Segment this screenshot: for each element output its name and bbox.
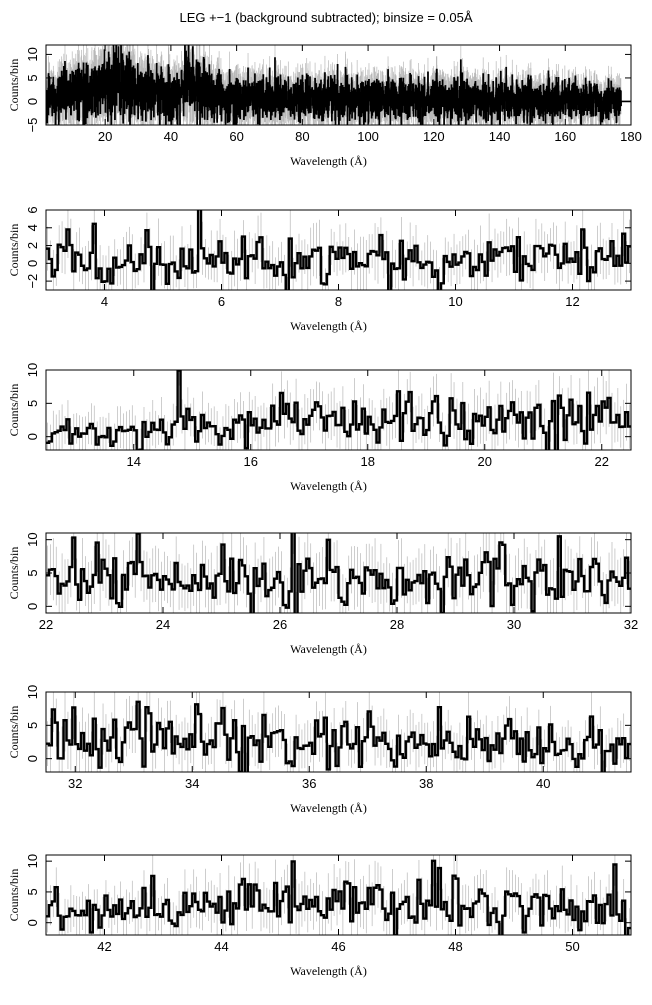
y-tick-label: 0 (25, 919, 40, 926)
x-tick-label: 42 (97, 939, 111, 954)
x-tick-label: 24 (156, 617, 170, 632)
x-axis-title: Wavelength (Å) (290, 154, 367, 168)
y-tick-label: 0 (25, 603, 40, 610)
y-tick-label: 6 (25, 206, 40, 213)
x-tick-label: 180 (620, 129, 642, 144)
x-tick-label: 140 (489, 129, 511, 144)
y-tick-label: 5 (25, 400, 40, 407)
chart-panel-2: 4 6 8 10 12 −2 0 2 4 6 Wavelength (Å) Counts/bin (7, 206, 632, 333)
plot-frame (45, 369, 632, 451)
x-tick-label: 40 (164, 129, 178, 144)
x-tick-label: 22 (39, 617, 53, 632)
spectrum-line (46, 45, 631, 125)
y-axis-title: Counts/bin (7, 224, 21, 277)
y-tick-label: 0 (25, 260, 40, 267)
y-tick-label: 10 (25, 532, 40, 546)
x-tick-label: 10 (448, 294, 462, 309)
x-tick-label: 160 (554, 129, 576, 144)
x-tick-label: 120 (423, 129, 445, 144)
x-tick-label: 8 (335, 294, 342, 309)
chart-panel-4: 22 24 26 28 30 32 0 5 10 Wavelength (Å) Counts/bin (7, 532, 638, 656)
x-tick-label: 28 (390, 617, 404, 632)
y-tick-label: 0 (25, 98, 40, 105)
plot-frame (45, 691, 632, 773)
y-tick-label: 10 (25, 363, 40, 377)
y-tick-label: 5 (25, 569, 40, 576)
y-tick-label: −5 (25, 118, 40, 133)
chart-panel-5: 32 34 36 38 40 0 5 10 Wavelength (Å) Counts/bin (7, 685, 632, 815)
y-tick-label: 0 (25, 755, 40, 762)
y-axis-title: Counts/bin (7, 384, 21, 437)
y-tick-label: 4 (25, 224, 40, 231)
y-tick-label: 10 (25, 47, 40, 61)
x-tick-label: 44 (214, 939, 228, 954)
plot-frame (45, 44, 632, 126)
x-tick-label: 30 (507, 617, 521, 632)
x-axis-title: Wavelength (Å) (290, 319, 367, 333)
x-tick-label: 32 (68, 776, 82, 791)
x-tick-label: 34 (185, 776, 199, 791)
y-axis-title: Counts/bin (7, 59, 21, 112)
chart-panel-1: 20 40 60 80 100 120 140 160 180 −5 0 5 10 Wavelength … (7, 44, 642, 168)
x-tick-label: 12 (565, 294, 579, 309)
chart-panel-6: 42 44 46 48 50 0 5 10 Wavelength (Å) Counts/bin (7, 854, 632, 978)
spectrum-line (46, 859, 631, 935)
spectrum-line (46, 210, 631, 290)
y-tick-label: 2 (25, 242, 40, 249)
x-tick-label: 32 (624, 617, 638, 632)
x-axis-title: Wavelength (Å) (290, 964, 367, 978)
y-axis-title: Counts/bin (7, 547, 21, 600)
x-tick-label: 100 (357, 129, 379, 144)
spectrum-line (46, 700, 631, 772)
y-axis-title: Counts/bin (7, 706, 21, 759)
spectrum-line (46, 533, 631, 613)
x-tick-label: 26 (273, 617, 287, 632)
x-axis-title: Wavelength (Å) (290, 642, 367, 656)
x-tick-label: 6 (218, 294, 225, 309)
x-axis-title: Wavelength (Å) (290, 479, 367, 493)
y-tick-label: 5 (25, 74, 40, 81)
x-tick-label: 16 (244, 454, 258, 469)
x-axis-title: Wavelength (Å) (290, 801, 367, 815)
x-tick-label: 20 (478, 454, 492, 469)
x-tick-label: 46 (331, 939, 345, 954)
x-tick-label: 36 (302, 776, 316, 791)
spectrum-line (46, 370, 631, 450)
y-axis-title: Counts/bin (7, 869, 21, 922)
y-tick-label: 5 (25, 888, 40, 895)
x-tick-label: 80 (295, 129, 309, 144)
y-tick-label: 0 (25, 433, 40, 440)
x-tick-label: 18 (361, 454, 375, 469)
x-tick-label: 60 (229, 129, 243, 144)
figure-title: LEG +−1 (background subtracted); binsize… (179, 10, 473, 25)
x-tick-label: 40 (536, 776, 550, 791)
chart-panel-3: 14 16 18 20 22 0 5 10 Wavelength (Å) Counts/bin (7, 363, 632, 493)
x-tick-label: 38 (419, 776, 433, 791)
y-tick-label: 10 (25, 854, 40, 868)
x-tick-label: 14 (127, 454, 141, 469)
x-tick-label: 20 (98, 129, 112, 144)
x-tick-label: 48 (448, 939, 462, 954)
x-tick-label: 50 (565, 939, 579, 954)
x-tick-label: 22 (595, 454, 609, 469)
y-tick-label: −2 (25, 274, 40, 289)
x-tick-label: 4 (101, 294, 108, 309)
y-tick-label: 10 (25, 685, 40, 699)
y-tick-label: 5 (25, 722, 40, 729)
